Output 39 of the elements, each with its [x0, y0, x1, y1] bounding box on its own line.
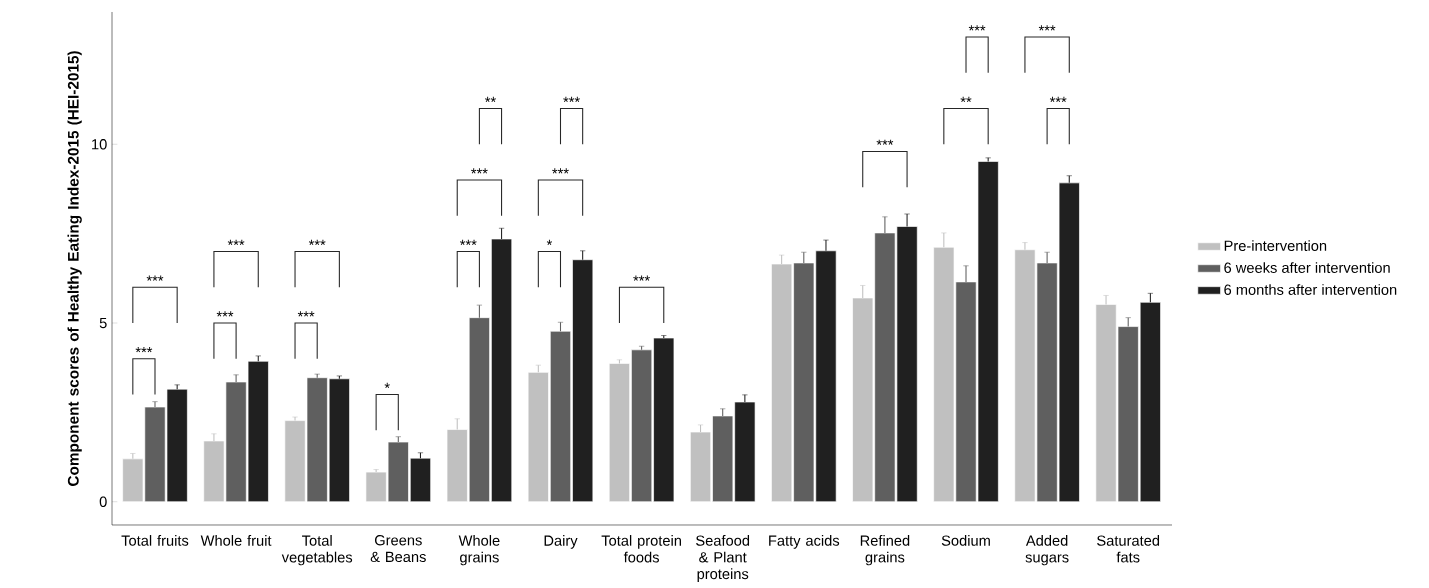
- annotation: ***: [308, 239, 326, 245]
- annotation: **: [960, 96, 972, 102]
- annotation: ***: [876, 139, 894, 145]
- legend-label: 6 months after intervention: [1224, 284, 1397, 295]
- y-tick-label: 5: [99, 317, 107, 329]
- annotation: ***: [459, 239, 477, 245]
- annotation: ***: [216, 311, 234, 317]
- x-tick-label: Seafood & Plant proteins: [696, 535, 750, 583]
- annotation: ***: [297, 311, 315, 317]
- x-tick-label: Whole grains: [458, 535, 500, 566]
- y-axis-title: Component scores of Healthy Eating Index-2015 (HEI-2015): [67, 51, 82, 486]
- x-tick-label: Saturated fats: [1097, 535, 1160, 563]
- x-tick-label: Dairy: [544, 535, 578, 549]
- x-tick-label: Total protein foods: [601, 535, 681, 563]
- y-tick-label: 10: [92, 139, 107, 150]
- x-tick-label: Total fruits: [121, 535, 189, 546]
- annotation: *: [384, 382, 390, 388]
- annotation: ***: [552, 168, 569, 174]
- annotation: *: [546, 239, 553, 245]
- legend-label: Pre-intervention: [1224, 240, 1327, 251]
- annotation: ***: [227, 239, 245, 245]
- annotation: ***: [968, 25, 986, 31]
- annotation: ***: [633, 275, 650, 281]
- x-tick-label: Sodium: [941, 535, 990, 546]
- x-tick-label: Fatty acids: [769, 535, 840, 549]
- annotation: ***: [563, 96, 580, 102]
- legend-label: 6 weeks after intervention: [1224, 262, 1390, 273]
- annotation: ***: [146, 275, 164, 281]
- x-tick-label: Whole fruit: [200, 535, 272, 546]
- annotation: ***: [135, 347, 153, 353]
- annotation: **: [485, 96, 496, 102]
- x-tick-label: Added sugars: [1025, 535, 1069, 566]
- x-tick-label: Greens & Beans: [370, 535, 426, 563]
- x-tick-label: Total vegetables: [281, 535, 353, 566]
- annotation: ***: [471, 168, 488, 174]
- x-tick-label: Refined grains: [860, 535, 910, 566]
- annotation: ***: [1038, 25, 1056, 31]
- y-tick-label: 0: [99, 496, 107, 507]
- annotation: ***: [1049, 96, 1067, 102]
